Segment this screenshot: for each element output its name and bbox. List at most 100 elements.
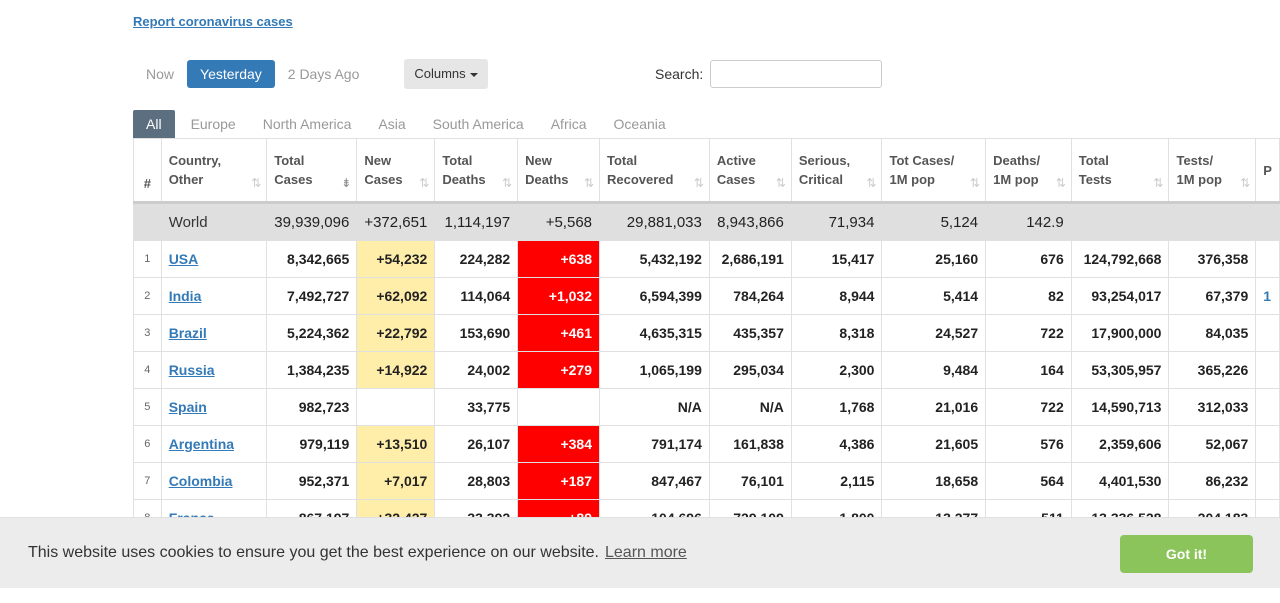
table-row: 7 Colombia 952,371 +7,017 28,803 +187 847,467 7… (133, 462, 1280, 500)
cell-new-deaths: +5,568 (517, 202, 600, 241)
header-total-deaths[interactable]: Total Deaths ⇅ (434, 138, 519, 204)
cell-tot-cases-1m: 21,605 (881, 425, 987, 463)
columns-button[interactable]: Columns (404, 59, 488, 89)
country-link[interactable]: Colombia (168, 473, 233, 489)
report-cases-link[interactable]: Report coronavirus cases (133, 14, 293, 29)
tab-africa[interactable]: Africa (550, 116, 587, 132)
sort-icon: ⇅ (1153, 176, 1164, 190)
header-total-tests[interactable]: Total Tests ⇅ (1070, 138, 1170, 204)
cell-idx: 1 (133, 240, 162, 278)
cell-total-cases: 5,224,362 (266, 314, 358, 352)
cell-total-deaths: 224,282 (434, 240, 519, 278)
cell-population[interactable] (1255, 462, 1280, 500)
header-idx[interactable]: # (133, 138, 162, 204)
header-total-recovered[interactable]: Total Recovered ⇅ (599, 138, 710, 204)
world-row: World 39,939,096 +372,651 1,114,197 +5,5… (133, 202, 1280, 241)
tab-oceania[interactable]: Oceania (613, 116, 666, 132)
header-serious[interactable]: Serious, Critical ⇅ (790, 138, 883, 204)
table-row: 1 USA 8,342,665 +54,232 224,282 +638 5,432,192… (133, 240, 1280, 278)
cell-deaths-1m: 722 (985, 314, 1072, 352)
learn-more-link[interactable]: Learn more (605, 544, 687, 561)
cell-idx: 2 (133, 277, 162, 315)
header-label: Other (168, 172, 204, 187)
tab-europe[interactable]: Europe (190, 116, 236, 132)
got-it-button[interactable]: Got it! (1120, 535, 1253, 573)
header-deaths-1m[interactable]: Deaths/1M pop ⇅ (985, 138, 1072, 204)
cell-total-recovered: 6,594,399 (599, 277, 710, 315)
cell-population[interactable] (1255, 425, 1280, 463)
columns-label: Columns (414, 66, 466, 81)
header-population[interactable]: P (1255, 138, 1280, 204)
cell-population[interactable] (1255, 240, 1280, 278)
cell-deaths-1m: 576 (985, 425, 1072, 463)
cell-population[interactable] (1255, 314, 1280, 352)
cell-total-tests: 14,590,713 (1070, 388, 1170, 426)
cell-total-cases: 952,371 (266, 462, 358, 500)
header-label: Cases (716, 172, 756, 187)
cell-tests-1m: 84,035 (1168, 314, 1257, 352)
tab-asia[interactable]: Asia (378, 116, 406, 132)
header-label: 1M pop (889, 172, 935, 187)
cell-deaths-1m: 564 (985, 462, 1072, 500)
country-link[interactable]: Argentina (168, 436, 235, 452)
header-new-cases[interactable]: New Cases ⇅ (356, 138, 436, 204)
cell-tot-cases-1m: 25,160 (881, 240, 987, 278)
sort-icon: ⇅ (970, 176, 981, 190)
header-tot-cases-1m[interactable]: Tot Cases/1M pop ⇅ (881, 138, 987, 204)
cell-country: USA (160, 240, 268, 278)
table-row: 5 Spain 982,723 33,775 N/A N/A 1,768 21,016 722 1… (133, 388, 1280, 426)
cell-tests-1m: 376,358 (1168, 240, 1257, 278)
cell-population[interactable] (1255, 351, 1280, 389)
cell-total-cases: 1,384,235 (266, 351, 358, 389)
country-link[interactable]: USA (168, 251, 199, 267)
tab-yesterday[interactable]: Yesterday (187, 60, 275, 88)
tab-north-america[interactable]: North America (262, 116, 352, 132)
country-link[interactable]: Brazil (168, 325, 207, 341)
cell-total-cases: 39,939,096 (266, 202, 358, 241)
cell-new-cases: +372,651 (356, 202, 436, 241)
cell-total-tests: 2,359,606 (1070, 425, 1170, 463)
cell-new-deaths: +461 (517, 314, 600, 352)
cell-total-deaths: 153,690 (434, 314, 519, 352)
header-active-cases[interactable]: Active Cases ⇅ (708, 138, 792, 204)
country-link[interactable]: Spain (168, 399, 207, 415)
header-new-deaths[interactable]: New Deaths ⇅ (517, 138, 600, 204)
header-label: 1M pop (1176, 172, 1222, 187)
cell-idx: 3 (133, 314, 162, 352)
cell-idx: 4 (133, 351, 162, 389)
cell-serious: 4,386 (790, 425, 883, 463)
cell-country: India (160, 277, 268, 315)
cell-serious: 1,768 (790, 388, 883, 426)
cell-new-deaths: +1,032 (517, 277, 600, 315)
header-label: Deaths/ (993, 153, 1041, 168)
cell-total-cases: 982,723 (266, 388, 358, 426)
cell-population[interactable]: 1 (1255, 277, 1280, 315)
tab-2-days-ago[interactable]: 2 Days Ago (287, 66, 360, 82)
tab-all[interactable]: All (133, 110, 175, 138)
cell-country: Russia (160, 351, 268, 389)
cell-country: Argentina (160, 425, 268, 463)
cases-table: # Country, Other ⇅ Total Cases ⇟ New Cases ⇅ T… (133, 138, 1280, 537)
search-input[interactable] (710, 60, 882, 88)
table-row: 3 Brazil 5,224,362 +22,792 153,690 +461 4,635,… (133, 314, 1280, 352)
header-tests-1m[interactable]: Tests/1M pop ⇅ (1168, 138, 1257, 204)
cell-new-deaths: +279 (517, 351, 600, 389)
caret-down-icon (469, 72, 478, 77)
cell-country: Spain (160, 388, 268, 426)
header-label: Total (1078, 153, 1109, 168)
header-total-cases[interactable]: Total Cases ⇟ (266, 138, 358, 204)
country-link[interactable]: Russia (168, 362, 215, 378)
tab-south-america[interactable]: South America (432, 116, 524, 132)
cell-tests-1m: 52,067 (1168, 425, 1257, 463)
day-tabs: Now Yesterday 2 Days Ago (133, 60, 372, 88)
cell-total-tests (1070, 202, 1170, 241)
cell-total-recovered: N/A (599, 388, 710, 426)
header-label: Deaths (525, 172, 569, 187)
cell-tests-1m: 312,033 (1168, 388, 1257, 426)
country-link[interactable]: India (168, 288, 202, 304)
tab-now[interactable]: Now (146, 66, 175, 82)
cell-tot-cases-1m: 5,124 (881, 202, 987, 241)
header-country[interactable]: Country, Other ⇅ (160, 138, 268, 204)
table-row: 2 India 7,492,727 +62,092 114,064 +1,032 6,594… (133, 277, 1280, 315)
cell-population[interactable] (1255, 388, 1280, 426)
